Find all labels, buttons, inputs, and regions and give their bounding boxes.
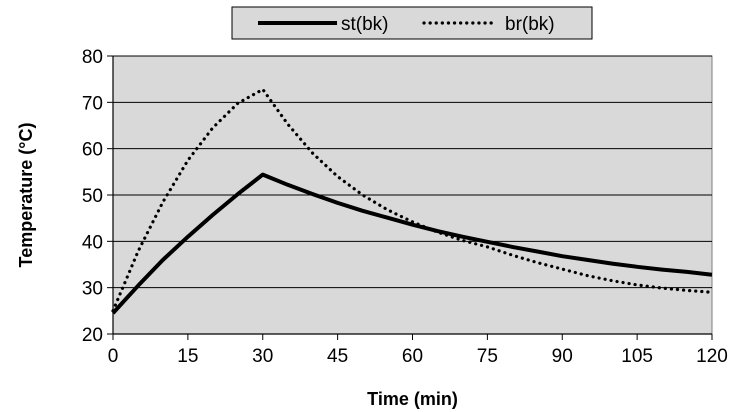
- x-axis-ticks: 0 15 30 45 60 75 90 105 120: [108, 334, 728, 367]
- x-tick-label-105: 105: [621, 346, 653, 367]
- y-tick-label-60: 60: [82, 140, 103, 161]
- legend-label-br-bk: br(bk): [505, 14, 555, 35]
- y-tick-label-30: 30: [82, 279, 103, 300]
- legend: st(bk) br(bk): [231, 6, 593, 40]
- x-tick-label-45: 45: [327, 346, 348, 367]
- legend-label-st-bk: st(bk): [341, 14, 389, 35]
- y-tick-label-20: 20: [82, 325, 103, 346]
- y-tick-label-70: 70: [82, 93, 103, 114]
- x-tick-label-30: 30: [252, 346, 273, 367]
- x-tick-label-15: 15: [177, 346, 198, 367]
- y-axis-ticks: 20 30 40 50 60 70 80: [82, 47, 113, 346]
- y-tick-label-40: 40: [82, 232, 103, 253]
- x-tick-label-120: 120: [696, 346, 728, 367]
- x-tick-label-75: 75: [477, 346, 498, 367]
- x-tick-label-0: 0: [108, 346, 119, 367]
- series-line-st-bk: [111, 172, 713, 315]
- y-axis-title: Temperature (°C): [16, 123, 36, 268]
- series-lines: [111, 87, 714, 315]
- series-line-br-bk: [111, 87, 714, 313]
- x-axis-title: Time (min): [367, 389, 458, 409]
- x-tick-label-90: 90: [552, 346, 573, 367]
- x-tick-label-60: 60: [402, 346, 423, 367]
- y-tick-label-80: 80: [82, 47, 103, 68]
- y-tick-label-50: 50: [82, 186, 103, 207]
- gridlines: [113, 55, 712, 289]
